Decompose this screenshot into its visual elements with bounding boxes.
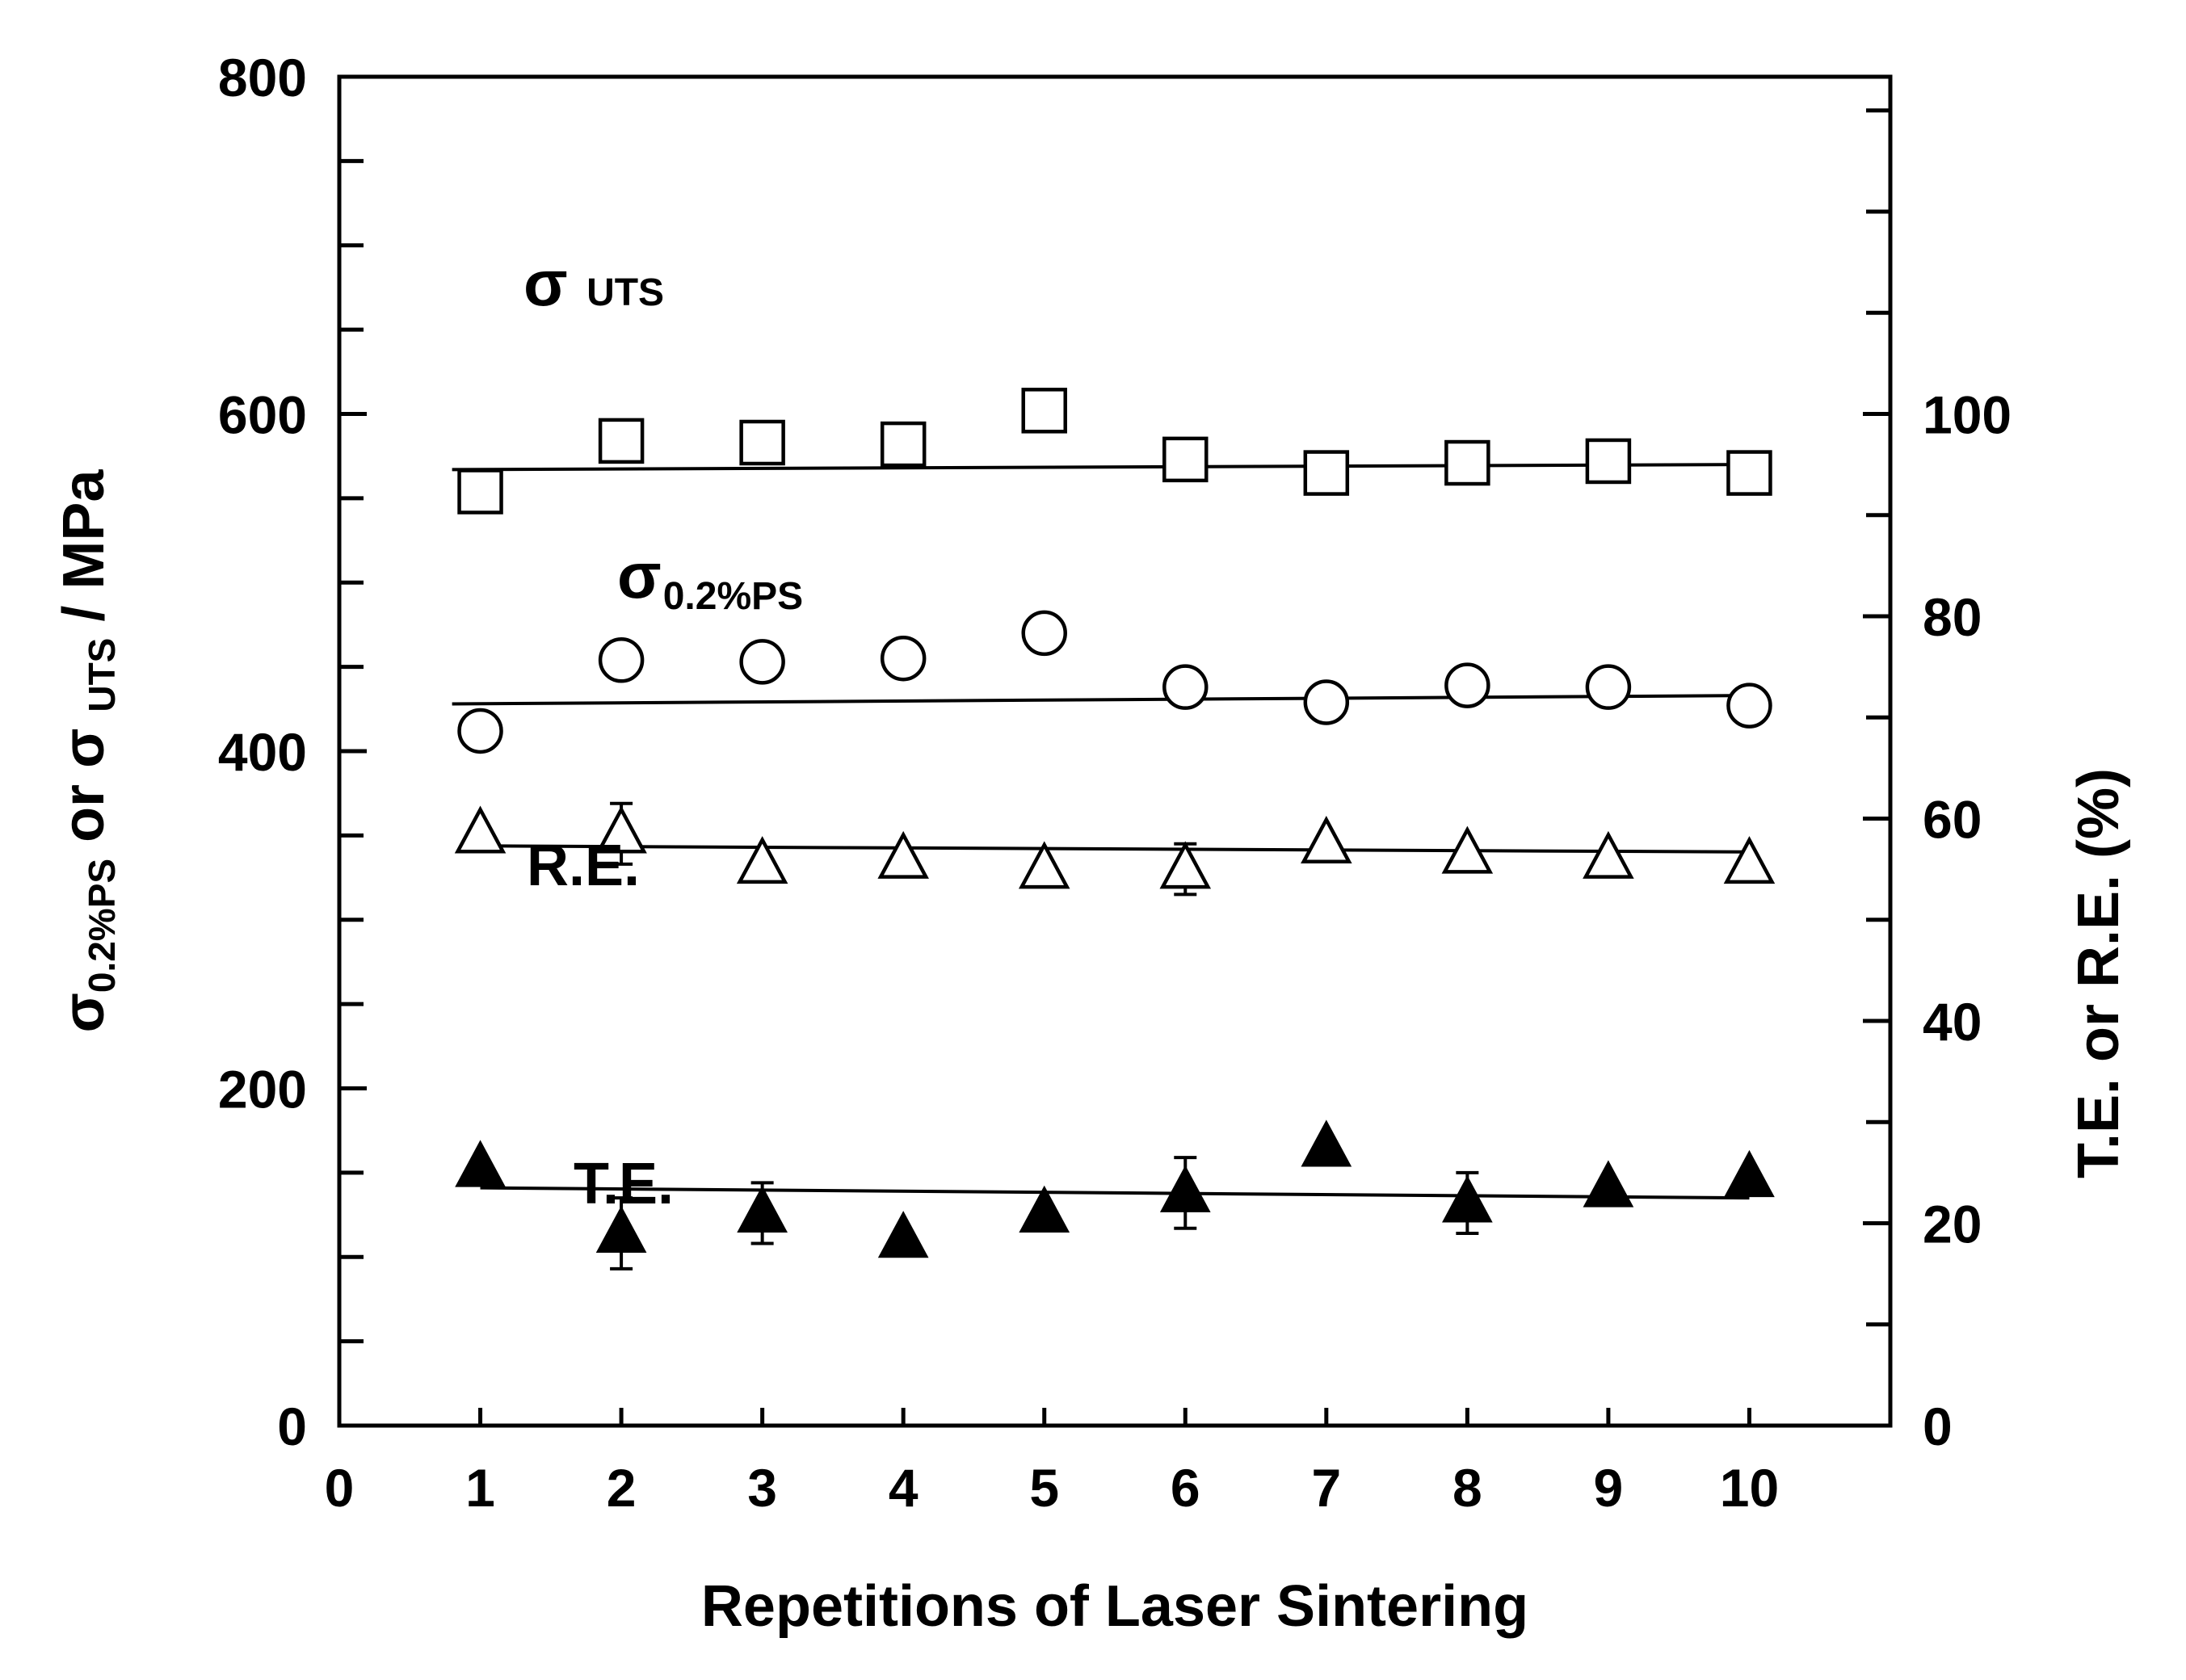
- marker-te: [455, 1140, 506, 1187]
- x-tick-label: 2: [607, 1458, 637, 1518]
- marker-te: [1583, 1160, 1634, 1208]
- marker-re: [736, 836, 788, 884]
- x-tick-label: 8: [1452, 1458, 1482, 1518]
- marker-ps: [1021, 610, 1067, 657]
- y-right-tick-label: 40: [1923, 992, 1982, 1052]
- y-right-tick-label: 60: [1923, 789, 1982, 849]
- fit-line-te: [480, 1186, 1750, 1200]
- marker-te: [1442, 1175, 1493, 1223]
- marker-uts: [880, 421, 927, 468]
- marker-ps: [1585, 664, 1632, 710]
- marker-uts: [1162, 436, 1209, 483]
- y-axis-right-title: T.E. or R.E. (%): [2066, 768, 2131, 1178]
- y-left-tick-label: 400: [218, 722, 307, 782]
- marker-re: [1583, 830, 1634, 879]
- marker-uts: [1585, 438, 1632, 485]
- marker-re: [1301, 816, 1352, 864]
- marker-ps: [739, 639, 785, 685]
- y-right-tick-label: 0: [1923, 1396, 1953, 1456]
- y-left-tick-label: 0: [277, 1396, 307, 1456]
- marker-te: [1019, 1185, 1070, 1233]
- marker-uts: [598, 418, 645, 464]
- y-left-tick-label: 800: [218, 48, 307, 107]
- marker-uts: [1444, 439, 1490, 486]
- series-label-uts: σ UTS: [523, 247, 664, 319]
- marker-re: [1723, 836, 1776, 884]
- marker-te: [1724, 1149, 1775, 1198]
- x-tick-label: 5: [1029, 1458, 1059, 1518]
- series-label-ps: σ0.2%PS: [617, 540, 803, 618]
- fit-line-re: [480, 844, 1750, 854]
- x-tick-label: 1: [465, 1458, 495, 1518]
- fit-line-uts: [452, 463, 1750, 472]
- marker-te: [737, 1185, 788, 1233]
- marker-ps: [1444, 662, 1490, 708]
- plot-frame: [337, 74, 1893, 1428]
- data-markers: [454, 388, 1776, 1258]
- marker-ps: [1303, 679, 1350, 725]
- y-right-tick-label: 20: [1923, 1194, 1982, 1254]
- fit-line-ps: [452, 694, 1750, 706]
- marker-re: [877, 830, 929, 879]
- marker-te: [877, 1211, 929, 1258]
- y-left-tick-label: 600: [218, 385, 307, 445]
- marker-re: [1018, 841, 1070, 889]
- fit-lines: [452, 463, 1750, 1200]
- y-right-tick-label: 100: [1923, 384, 2012, 444]
- marker-re: [1441, 825, 1494, 874]
- marker-uts: [1726, 450, 1772, 496]
- y-right-tick-label: 80: [1923, 587, 1982, 647]
- marker-uts: [457, 468, 503, 514]
- series-label-re: R.E.: [527, 834, 640, 898]
- marker-ps: [598, 637, 645, 683]
- x-tick-label: 7: [1311, 1458, 1341, 1518]
- marker-re: [1159, 841, 1212, 889]
- marker-re: [595, 805, 647, 854]
- x-tick-label: 10: [1720, 1458, 1779, 1518]
- marker-te: [1301, 1119, 1352, 1167]
- x-tick-label: 3: [747, 1458, 777, 1518]
- marker-te: [595, 1205, 647, 1254]
- marker-ps: [457, 708, 503, 754]
- x-tick-label: 4: [889, 1458, 919, 1518]
- marker-re: [454, 805, 507, 854]
- ticks: [339, 108, 1890, 1426]
- x-tick-label: 9: [1594, 1458, 1624, 1518]
- marker-uts: [1021, 388, 1067, 434]
- marker-ps: [1726, 682, 1772, 729]
- marker-ps: [880, 635, 927, 682]
- series-label-te: T.E.: [574, 1152, 674, 1216]
- x-tick-label: 6: [1171, 1458, 1200, 1518]
- x-tick-label: 0: [325, 1458, 355, 1518]
- marker-te: [1159, 1165, 1211, 1212]
- y-left-tick-label: 200: [218, 1060, 307, 1119]
- y-axis-left-title: σ0.2%PS or σ UTS / MPa: [52, 469, 123, 1033]
- marker-uts: [1303, 450, 1350, 496]
- marker-ps: [1162, 664, 1209, 710]
- marker-uts: [739, 419, 785, 466]
- x-axis-title: Repetitions of Laser Sintering: [701, 1574, 1528, 1639]
